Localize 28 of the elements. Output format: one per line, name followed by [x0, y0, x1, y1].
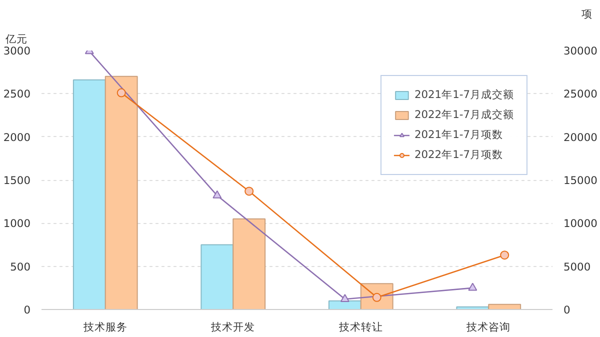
- x-tick-label: 技术开发: [210, 320, 256, 334]
- bar: [232, 218, 266, 310]
- bar: [72, 79, 106, 310]
- y2-tick-label: 15000: [564, 174, 598, 187]
- y-tick-label: 3000: [3, 44, 31, 58]
- x-tick-label: 技术服务: [82, 320, 128, 334]
- y2-tick-label: 0: [564, 304, 570, 316]
- legend-label: 2022年1-7月成交额: [414, 108, 514, 122]
- y2-tick-label: 30000: [564, 44, 598, 58]
- y-axis-title: 亿元: [4, 32, 28, 46]
- y-tick-label: 0: [24, 304, 31, 316]
- legend-label: 2022年1-7月项数: [414, 148, 503, 162]
- y2-tick-label: 25000: [564, 88, 598, 101]
- y-tick-label: 2500: [3, 88, 31, 101]
- x-tick-label: 技术咨询: [466, 320, 511, 334]
- legend-label: 2021年1-7月项数: [414, 128, 503, 142]
- y-tick-label: 1500: [3, 174, 31, 187]
- y2-tick-label: 10000: [564, 217, 598, 230]
- x-tick-label: 技术转让: [338, 320, 383, 334]
- bar: [200, 244, 234, 310]
- y2-tick-label: 20000: [564, 130, 598, 144]
- y-tick-label: 1000: [3, 217, 31, 230]
- y-tick-label: 500: [10, 260, 31, 274]
- legend-label: 2021年1-7月成交额: [414, 88, 514, 102]
- y2-axis-title: 项: [582, 8, 592, 20]
- bar: [104, 76, 138, 310]
- y-tick-label: 2000: [3, 130, 31, 144]
- y2-tick-label: 5000: [564, 260, 591, 274]
